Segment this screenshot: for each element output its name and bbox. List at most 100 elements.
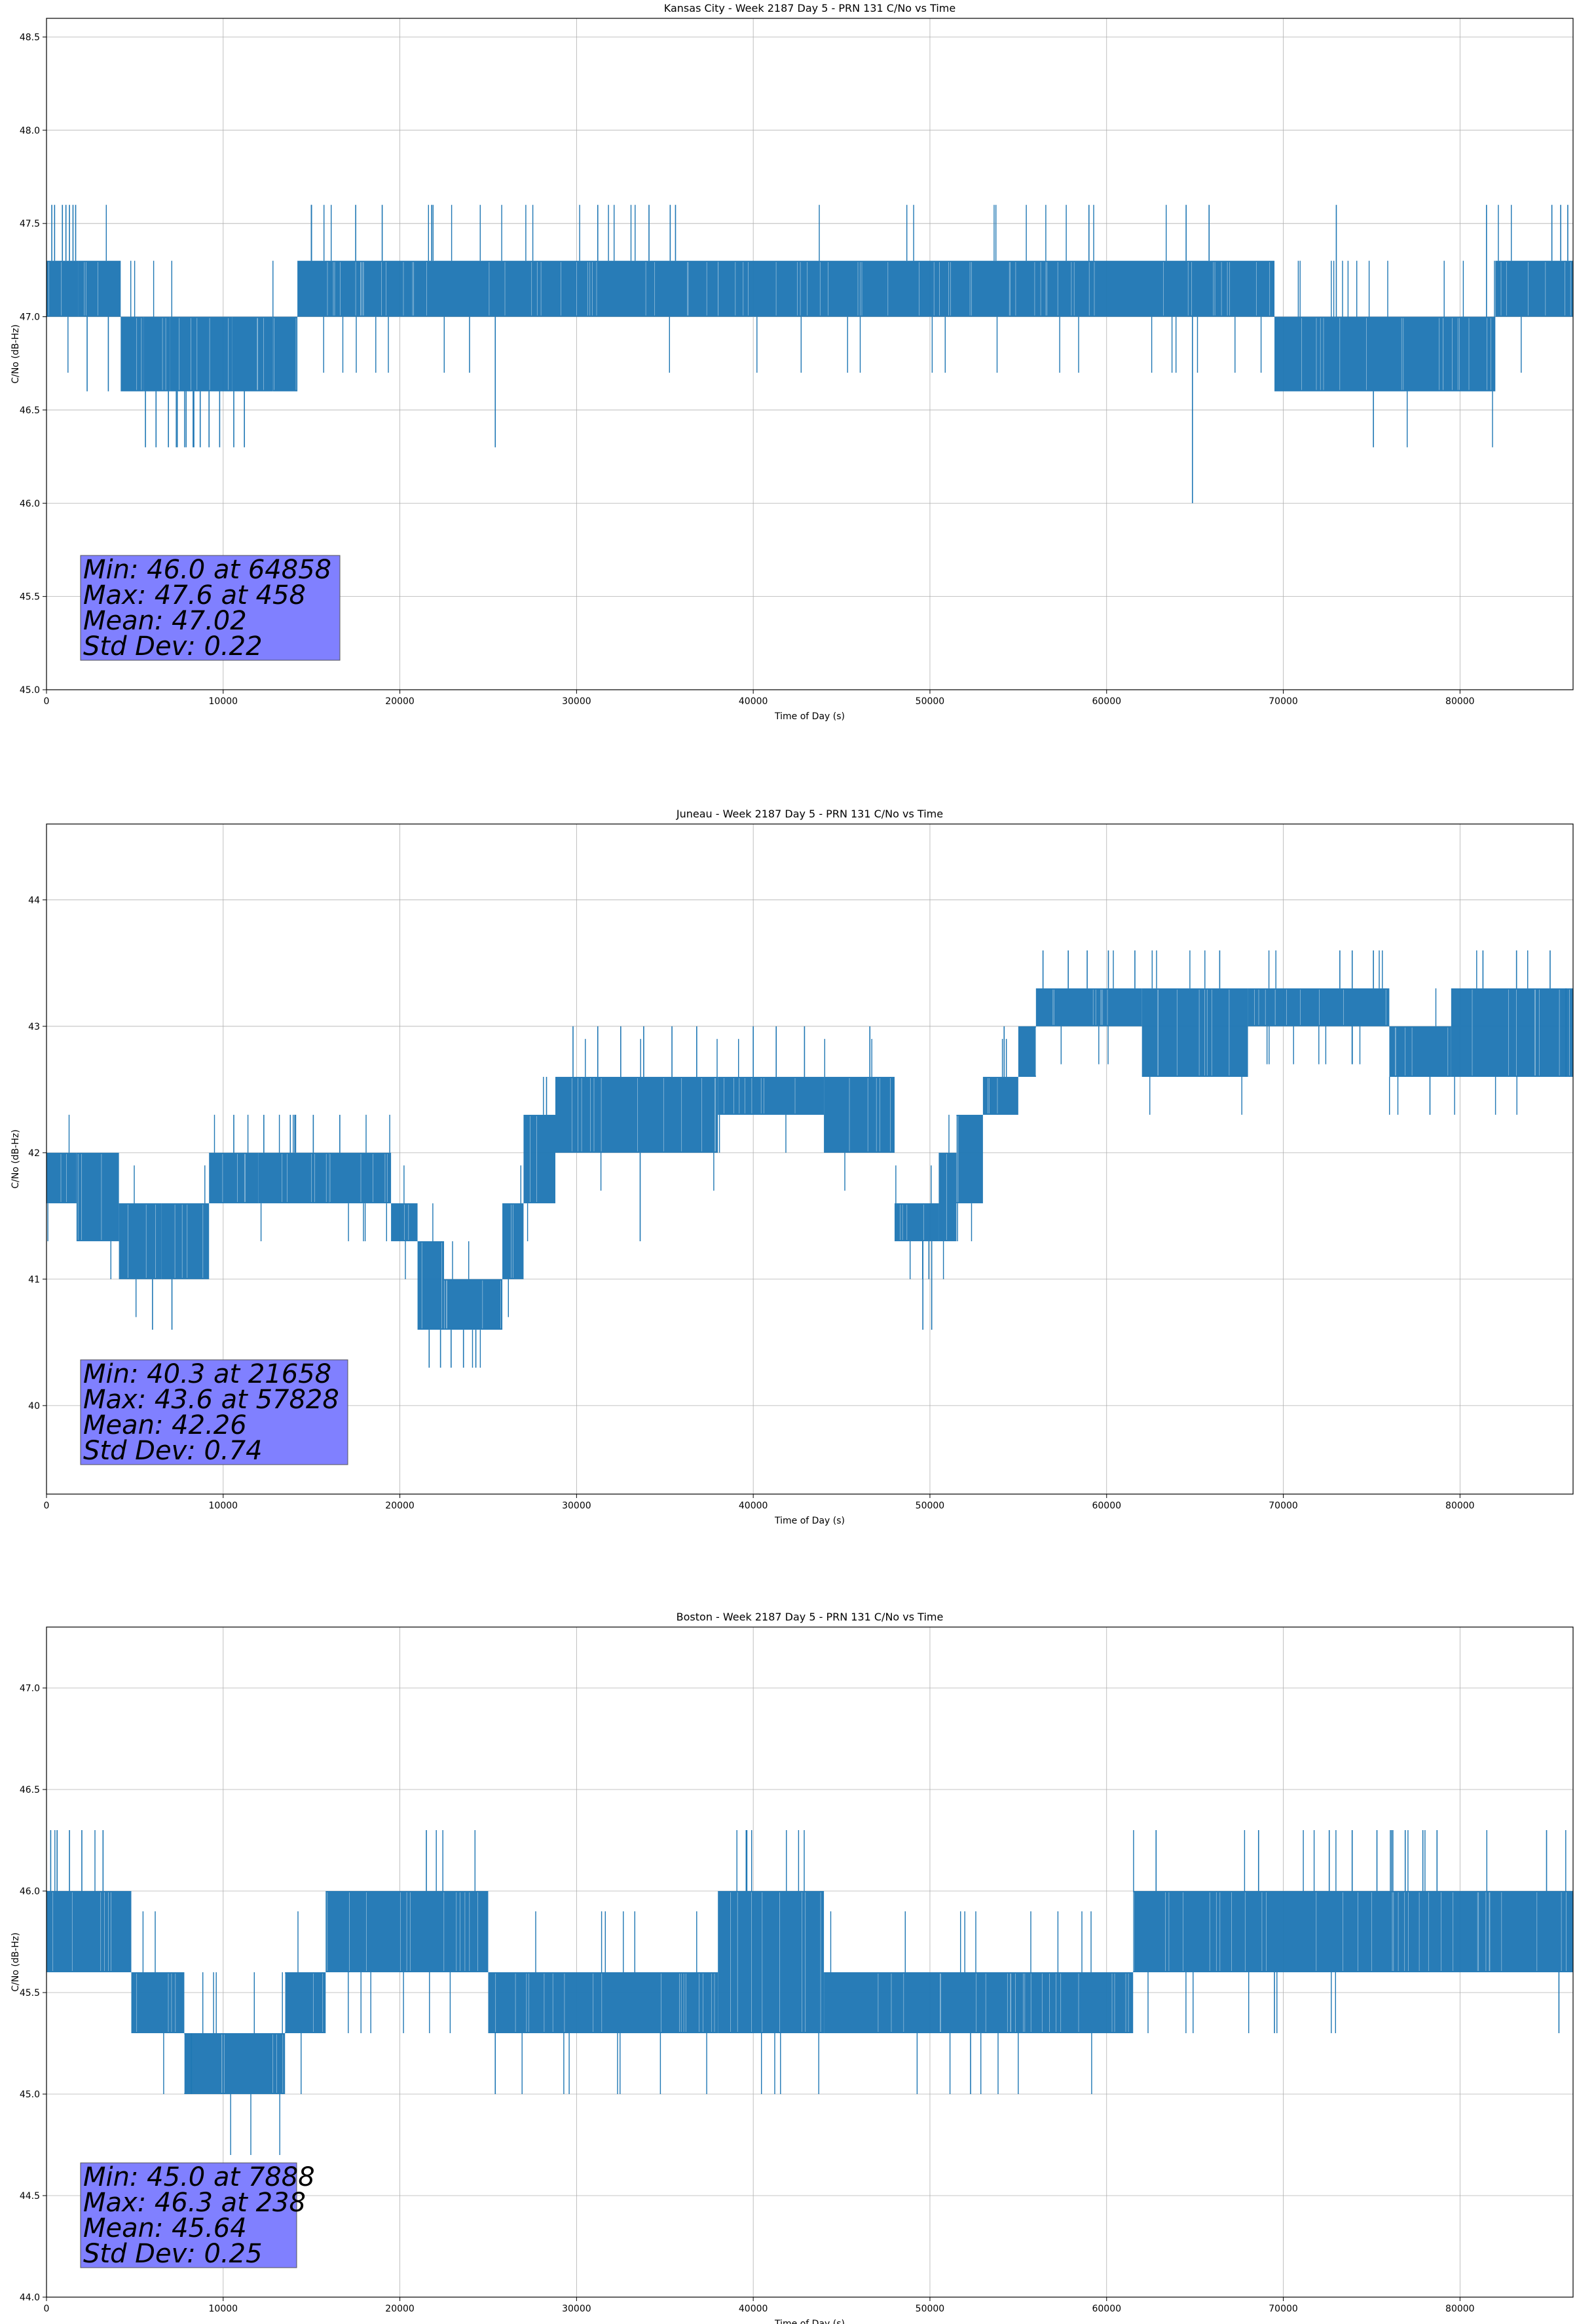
band-segment (119, 1203, 162, 1279)
band-gaps (136, 318, 142, 390)
band-edge-ticks (130, 261, 136, 317)
band-segment (131, 1972, 185, 2033)
series-cno (46, 204, 1573, 504)
band-segment (1141, 988, 1248, 1078)
band-gaps (329, 1153, 388, 1203)
y-tick-label: 45.0 (20, 2090, 40, 2100)
x-tick-label: 10000 (209, 696, 238, 707)
stats-std-label: Std Dev: 0.22 (83, 631, 263, 662)
band-gaps (404, 1205, 409, 1240)
band-gaps (84, 262, 98, 316)
band-segment (329, 1152, 392, 1204)
stats-mean-label: Mean: 47.02 (83, 606, 247, 636)
y-tick-label: 47.0 (20, 1683, 40, 1694)
band-edge-ticks (105, 204, 107, 261)
band-edge-ticks (272, 261, 274, 317)
stats-box-background (80, 1359, 348, 1465)
band-segment (1495, 261, 1573, 317)
band-gaps (285, 1974, 324, 2032)
band-gaps (956, 1115, 959, 1203)
stats-std-label: Std Dev: 0.74 (83, 1436, 263, 1466)
band-segment (46, 1891, 132, 1972)
x-tick-label: 80000 (1445, 2304, 1475, 2314)
band-segment (46, 261, 79, 317)
band-gaps (900, 1205, 924, 1240)
band-edge-ticks (213, 1114, 249, 1153)
x-tick-label: 0 (44, 1501, 50, 1511)
x-tick-label: 30000 (562, 696, 591, 707)
stats-mean-label: Mean: 42.26 (83, 1410, 247, 1440)
band-segment (297, 261, 718, 317)
y-axis-label: C/No (dB-Hz) (10, 324, 21, 383)
y-tick-label: 47.5 (20, 219, 40, 229)
x-tick-label: 70000 (1269, 696, 1298, 707)
band-gaps (282, 1153, 327, 1203)
band-gaps (162, 318, 166, 390)
band-gaps (444, 1280, 501, 1329)
y-tick-label: 41 (28, 1275, 40, 1285)
band-edge-ticks (403, 1165, 406, 1279)
x-tick-label: 70000 (1269, 2304, 1298, 2314)
band-gaps (571, 1078, 716, 1152)
band-segment (285, 1972, 326, 2033)
axes-frame (46, 1626, 1574, 2298)
band-gaps (495, 1974, 715, 2032)
band-gaps (136, 1974, 176, 2032)
band-gaps (127, 1205, 156, 1278)
y-tick-label: 45.0 (20, 685, 40, 696)
band-gaps (1395, 1027, 1449, 1076)
band-segment (555, 1077, 718, 1153)
band-segment (232, 316, 273, 392)
band-segment (143, 316, 170, 392)
band-segment (258, 1152, 329, 1204)
y-tick-label: 46.5 (20, 405, 40, 416)
band-gaps (327, 1892, 478, 1971)
band-gaps (48, 262, 62, 316)
band-segment (121, 316, 144, 392)
band-segment (824, 1077, 895, 1153)
stats-std-label: Std Dev: 0.25 (83, 2239, 263, 2269)
band-gaps (878, 1974, 1129, 2032)
band-edge-ticks (957, 1203, 973, 1241)
x-axis-label: Time of Day (s) (774, 711, 845, 722)
band-gaps (222, 1153, 246, 1203)
band-segment (78, 261, 121, 317)
band-segment (1274, 316, 1496, 392)
stats-max-label: Max: 47.6 at 458 (83, 580, 306, 610)
band-gaps (530, 1115, 537, 1203)
x-tick-label: 80000 (1445, 696, 1475, 707)
band-gaps (257, 318, 264, 390)
band-segment (184, 2033, 286, 2094)
y-tick-label: 43 (28, 1022, 40, 1032)
y-tick-label: 44.0 (20, 2293, 40, 2303)
x-tick-label: 60000 (1092, 696, 1121, 707)
band-gaps (724, 1078, 796, 1114)
chart-panel-1: Kansas City - Week 2187 Day 5 - PRN 131 … (10, 2, 1574, 722)
band-segment (718, 1077, 825, 1115)
axes-frame (46, 18, 1574, 690)
band-segment (1133, 1891, 1573, 1972)
stats-min-label: Min: 46.0 at 64858 (83, 555, 331, 585)
band-gaps (327, 262, 707, 316)
stats-min-label: Min: 40.3 at 21658 (83, 1359, 331, 1389)
y-tick-label: 47.0 (20, 312, 40, 323)
band-segment (209, 1152, 259, 1204)
band-edge-ticks (153, 261, 155, 317)
band-gaps (274, 318, 297, 390)
series-cno (46, 950, 1573, 1368)
band-segment (444, 1279, 503, 1330)
x-tick-label: 20000 (385, 2304, 415, 2314)
band-segment (1451, 988, 1573, 1078)
stats-box-background (80, 555, 341, 661)
band-edge-ticks (432, 1203, 434, 1241)
band-segment (895, 1203, 939, 1241)
band-edge-ticks (54, 1830, 96, 1891)
band-gaps (1254, 989, 1386, 1025)
series-cno (46, 1830, 1573, 2155)
band-segment (76, 1152, 119, 1241)
x-tick-label: 0 (44, 696, 50, 707)
chart-title: Kansas City - Week 2187 Day 5 - PRN 131 … (664, 2, 955, 14)
